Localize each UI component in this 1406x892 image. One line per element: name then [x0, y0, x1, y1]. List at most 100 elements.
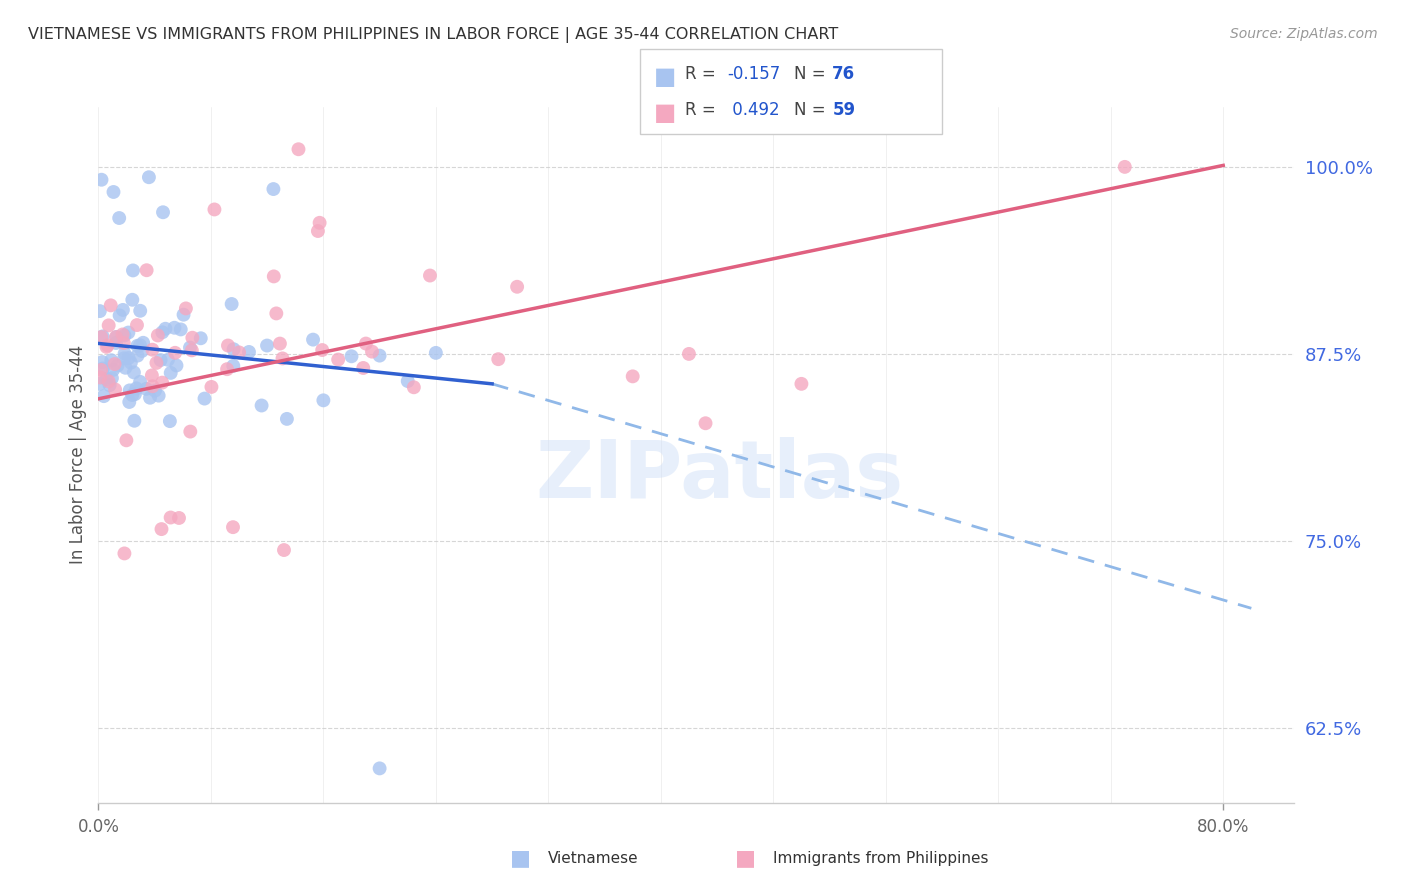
- Point: [101, 363, 124, 377]
- Point: [131, 343, 153, 358]
- Point: [129, 338, 152, 352]
- Point: [271, 351, 294, 366]
- Point: [307, 224, 329, 238]
- Text: VIETNAMESE VS IMMIGRANTS FROM PHILIPPINES IN LABOR FORCE | AGE 35-44 CORRELATION: VIETNAMESE VS IMMIGRANTS FROM PHILIPPINE…: [28, 27, 838, 43]
- Point: [111, 327, 134, 342]
- Point: [96, 372, 118, 386]
- Point: [112, 546, 135, 560]
- Point: [165, 346, 187, 360]
- Point: [90, 363, 112, 377]
- Point: [419, 268, 441, 283]
- Text: 76: 76: [832, 65, 855, 83]
- Point: [89, 376, 111, 391]
- Point: [117, 351, 139, 365]
- Point: [129, 303, 152, 318]
- Point: [148, 389, 170, 403]
- Text: R =: R =: [685, 65, 721, 83]
- Point: [114, 360, 136, 375]
- Point: [104, 357, 127, 371]
- Point: [217, 338, 239, 352]
- Point: [121, 293, 143, 307]
- Point: [90, 330, 112, 344]
- Point: [135, 263, 157, 277]
- Point: [91, 355, 114, 369]
- Point: [340, 349, 363, 363]
- Point: [124, 387, 146, 401]
- Point: [112, 335, 135, 350]
- Text: N =: N =: [794, 65, 831, 83]
- Text: ■: ■: [654, 65, 676, 89]
- Point: [181, 331, 204, 345]
- Point: [100, 353, 122, 368]
- Point: [262, 182, 284, 196]
- Point: [89, 304, 111, 318]
- Point: [150, 522, 173, 536]
- Point: [486, 352, 509, 367]
- Point: [125, 381, 148, 395]
- Point: [129, 375, 152, 389]
- Point: [190, 331, 212, 345]
- Point: [141, 368, 163, 383]
- Point: [118, 395, 141, 409]
- Point: [141, 343, 163, 357]
- Point: [266, 306, 288, 320]
- Point: [368, 349, 391, 363]
- Point: [127, 349, 149, 363]
- Point: [122, 263, 145, 277]
- Text: 59: 59: [832, 101, 855, 119]
- Point: [790, 376, 813, 391]
- Y-axis label: In Labor Force | Age 35-44: In Labor Force | Age 35-44: [69, 345, 87, 565]
- Point: [352, 361, 374, 376]
- Point: [200, 380, 222, 394]
- Point: [167, 511, 190, 525]
- Point: [156, 352, 179, 367]
- Point: [173, 308, 195, 322]
- Text: N =: N =: [794, 101, 831, 119]
- Point: [163, 320, 186, 334]
- Point: [111, 302, 134, 317]
- Point: [107, 359, 129, 373]
- Text: -0.157: -0.157: [727, 65, 780, 83]
- Point: [256, 338, 278, 352]
- Point: [506, 279, 529, 293]
- Point: [114, 328, 136, 343]
- Point: [146, 328, 169, 343]
- Point: [250, 399, 273, 413]
- Point: [273, 543, 295, 558]
- Text: ■: ■: [510, 848, 530, 868]
- Point: [170, 322, 193, 336]
- Point: [96, 340, 118, 354]
- Point: [132, 335, 155, 350]
- Point: [222, 520, 245, 534]
- Point: [159, 366, 181, 380]
- Point: [179, 341, 201, 355]
- Point: [152, 205, 174, 219]
- Text: ■: ■: [735, 848, 755, 868]
- Point: [141, 379, 163, 393]
- Point: [112, 351, 135, 366]
- Point: [193, 392, 215, 406]
- Point: [402, 380, 425, 394]
- Point: [135, 382, 157, 396]
- Point: [179, 425, 201, 439]
- Point: [118, 384, 141, 398]
- Text: ■: ■: [654, 101, 676, 125]
- Point: [263, 269, 285, 284]
- Point: [108, 211, 131, 225]
- Point: [221, 297, 243, 311]
- Point: [127, 339, 149, 353]
- Text: Source: ZipAtlas.com: Source: ZipAtlas.com: [1230, 27, 1378, 41]
- Point: [124, 414, 146, 428]
- Point: [1114, 160, 1136, 174]
- Point: [269, 336, 291, 351]
- Point: [97, 338, 120, 352]
- Point: [143, 384, 166, 398]
- Point: [97, 318, 120, 333]
- Point: [120, 356, 142, 370]
- Point: [90, 172, 112, 186]
- Point: [138, 170, 160, 185]
- Point: [105, 330, 128, 344]
- Point: [159, 414, 181, 428]
- Point: [108, 309, 131, 323]
- Point: [312, 393, 335, 408]
